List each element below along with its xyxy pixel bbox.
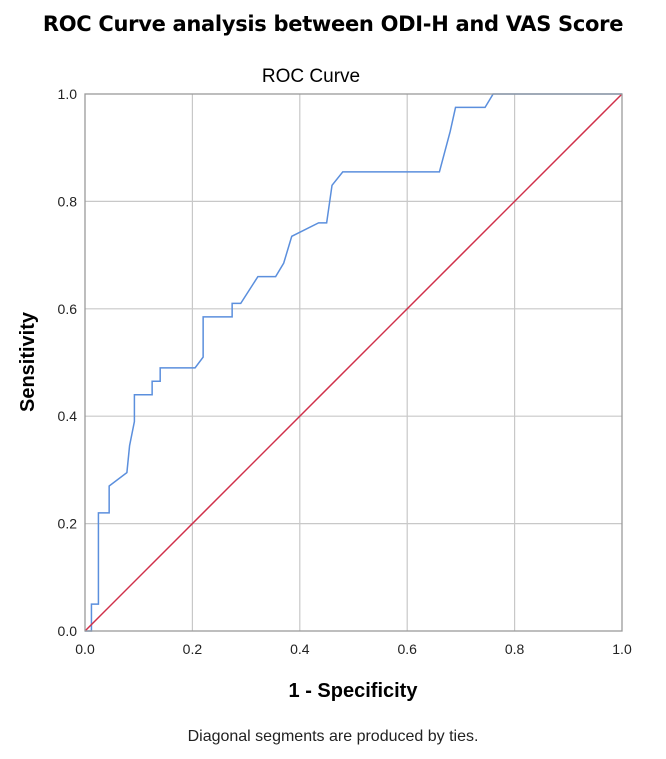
y-tick-label: 0.6 [58,301,78,317]
series-lines [84,93,623,632]
x-tick-label: 0.6 [397,641,417,657]
y-tick-label: 0.4 [58,408,78,424]
y-tick-label: 1.0 [58,86,78,102]
y-axis-label: Sensitivity [17,311,39,412]
x-axis-label: 1 - Specificity [289,680,419,702]
y-tick-label: 0.2 [58,516,78,532]
chart-title: ROC Curve [262,66,360,87]
roc-curve-line [85,93,622,632]
plot-frame [84,93,623,632]
x-tick-label: 0.2 [183,641,203,657]
x-tick-label: 0.8 [505,641,525,657]
x-tick-label: 0.4 [290,641,310,657]
page-title: ROC Curve analysis between ODI-H and VAS… [42,12,624,36]
grid-lines [85,94,622,631]
footnote: Diagonal segments are produced by ties. [187,728,479,745]
x-tick-label: 0.0 [75,641,95,657]
y-tick-label: 0.0 [58,623,78,639]
reference-diagonal-line [84,93,623,632]
y-tick-label: 0.8 [58,193,78,209]
x-tick-label: 1.0 [612,641,632,657]
tick-labels: 0.0 0.2 0.4 0.6 0.8 1.0 0.0 0.2 0.4 0.6 0.8 1.0 [58,86,632,657]
